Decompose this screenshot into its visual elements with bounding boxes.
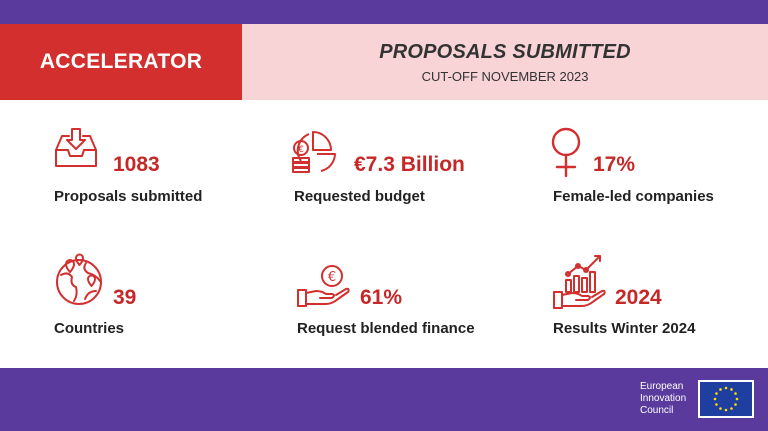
stat-value-countries: 39 <box>113 286 137 309</box>
eu-star <box>730 388 733 391</box>
eu-star <box>715 403 718 406</box>
eu-star <box>719 388 722 391</box>
title-banner: PROPOSALS SUBMITTED CUT-OFF NOVEMBER 202… <box>242 24 768 100</box>
eic-logo-text: European Innovation Council <box>640 381 687 416</box>
eu-star <box>713 397 717 401</box>
globe-pins-icon <box>56 253 102 305</box>
eu-star <box>724 386 728 390</box>
stat-label-budget: Requested budget <box>294 188 425 205</box>
pie-chart-coins-icon: € <box>292 131 336 173</box>
female-symbol-icon <box>551 127 581 178</box>
hand-euro-icon: € <box>297 265 350 307</box>
stat-label-blended-finance: Request blended finance <box>297 320 475 337</box>
svg-text:€: € <box>298 145 304 155</box>
stat-label-countries: Countries <box>54 320 125 337</box>
inbox-download-icon <box>55 128 97 167</box>
stat-label-female-led: Female-led companies <box>553 188 714 205</box>
stat-value-results: 2024 <box>615 286 662 309</box>
stat-value-blended-finance: 61% <box>360 286 403 309</box>
stat-value-female-led: 17% <box>593 153 636 176</box>
top-bar <box>0 0 768 24</box>
stat-label-results: Results Winter 2024 <box>553 320 696 337</box>
eu-star <box>719 407 722 410</box>
eu-flag-icon <box>698 380 754 418</box>
page-title: PROPOSALS SUBMITTED <box>379 41 631 63</box>
eu-star <box>735 397 739 401</box>
page-subtitle: CUT-OFF NOVEMBER 2023 <box>421 69 589 84</box>
stat-label-proposals: Proposals submitted <box>54 188 203 205</box>
stat-value-budget: €7.3 Billion <box>354 153 465 176</box>
program-banner: ACCELERATOR <box>0 24 242 100</box>
eu-star <box>734 392 737 395</box>
program-label: ACCELERATOR <box>39 50 203 73</box>
eu-star <box>715 392 718 395</box>
stat-value-proposals: 1083 <box>113 153 160 176</box>
eu-star <box>730 407 733 410</box>
eu-star <box>724 408 728 412</box>
hand-growth-chart-icon <box>553 255 606 309</box>
svg-text:€: € <box>328 270 336 285</box>
footer-bar <box>0 368 768 431</box>
eu-star <box>734 403 737 406</box>
